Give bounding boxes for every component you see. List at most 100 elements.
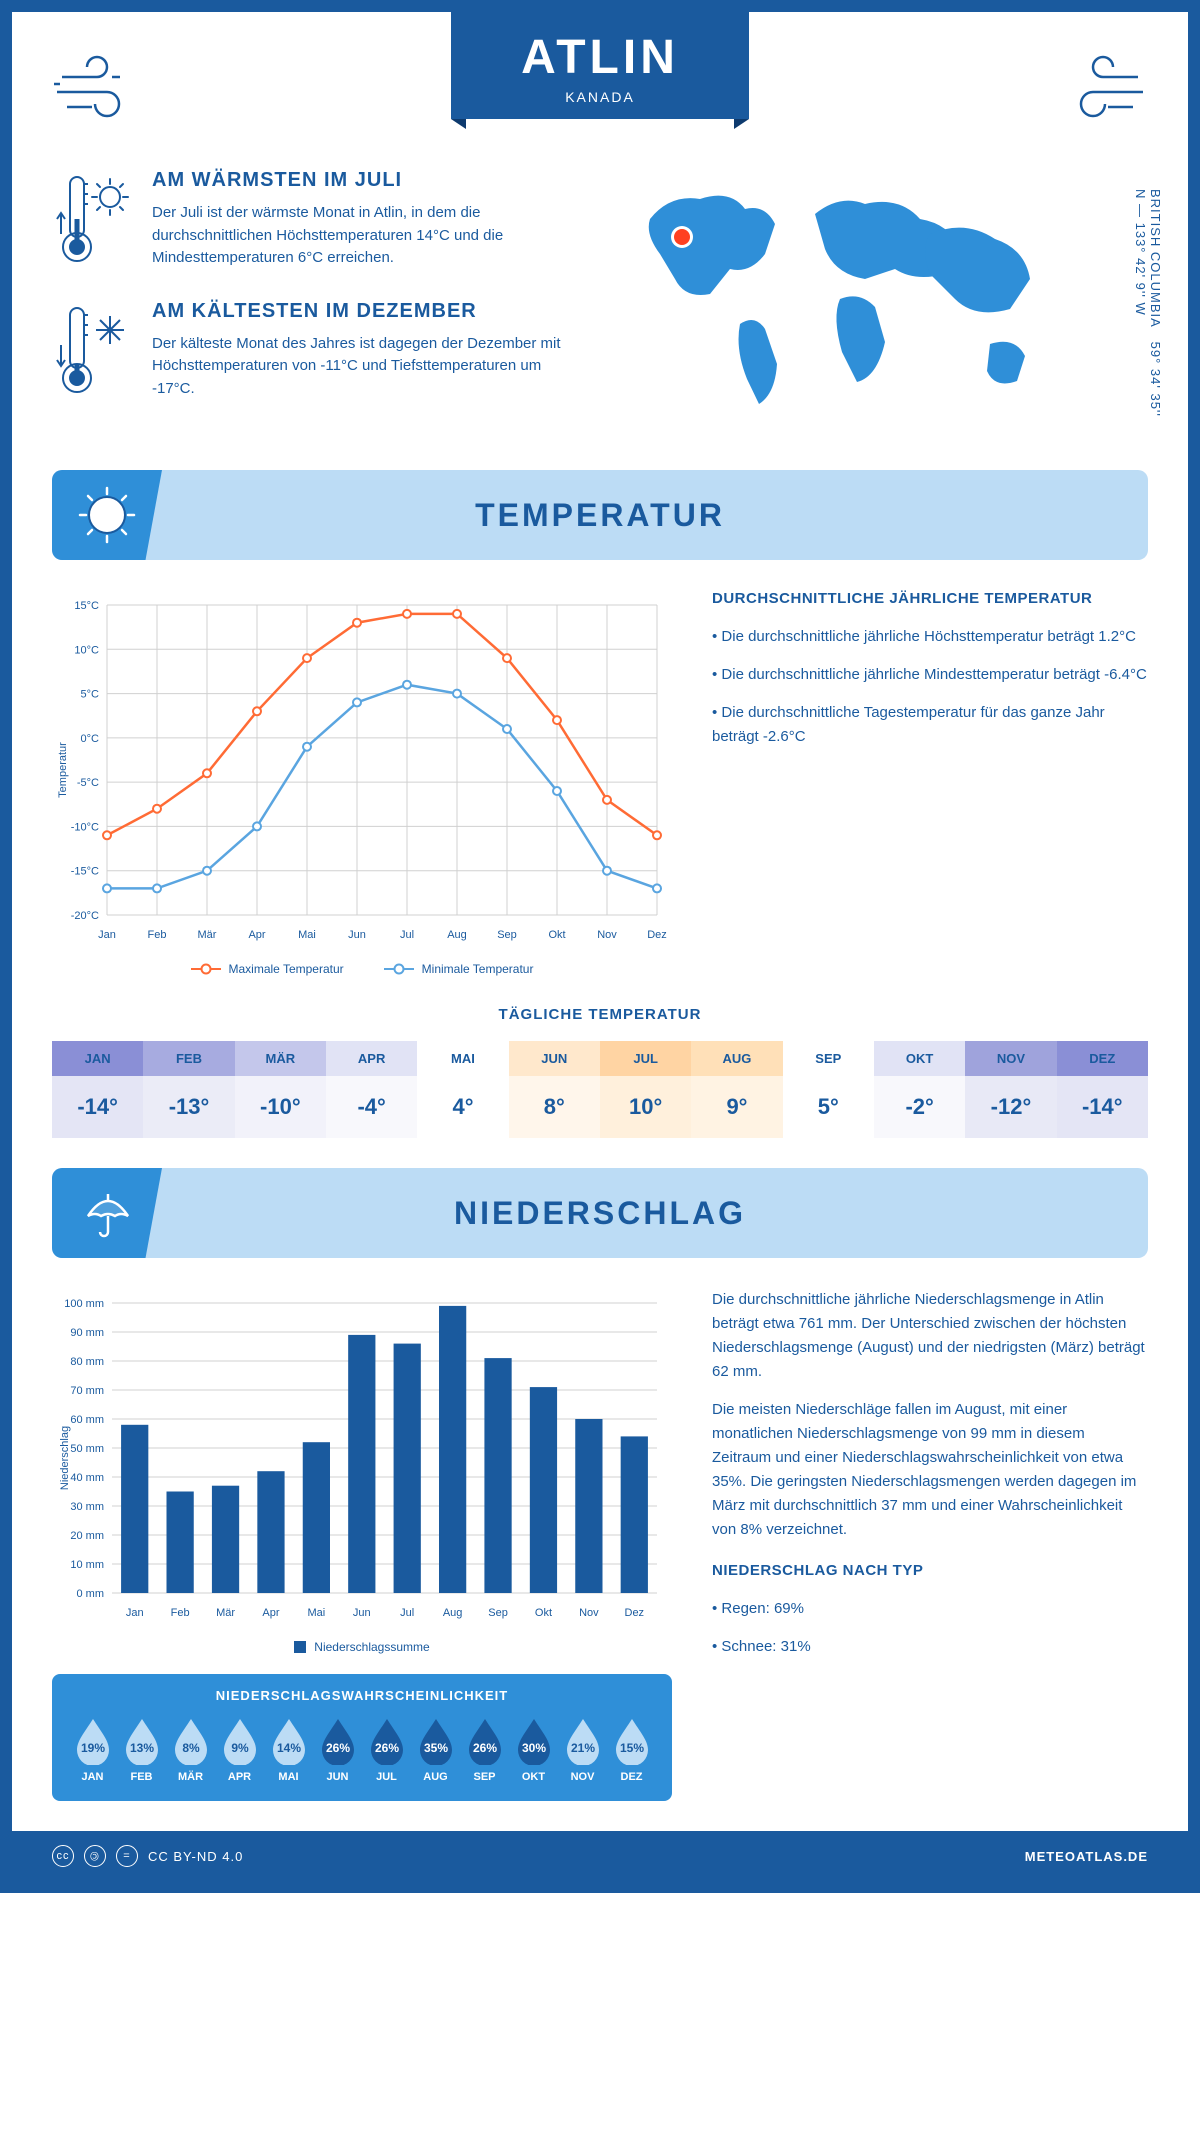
- temp-legend: Maximale Temperatur Minimale Temperatur: [52, 962, 672, 976]
- svg-text:Jan: Jan: [98, 929, 116, 941]
- svg-text:60 mm: 60 mm: [70, 1414, 104, 1426]
- drop-item: 26%SEP: [462, 1715, 507, 1783]
- svg-text:8%: 8%: [182, 1741, 200, 1755]
- svg-text:30%: 30%: [521, 1741, 545, 1755]
- sun-icon: [77, 485, 137, 545]
- daily-temp-table: JAN-14°FEB-13°MÄR-10°APR-4°MAI4°JUN8°JUL…: [52, 1041, 1148, 1138]
- svg-text:-15°C: -15°C: [71, 866, 99, 878]
- precip-p1: Die durchschnittliche jährliche Niedersc…: [712, 1288, 1148, 1384]
- avg-temp-heading: DURCHSCHNITTLICHE JÄHRLICHE TEMPERATUR: [712, 590, 1148, 607]
- svg-text:70 mm: 70 mm: [70, 1385, 104, 1397]
- precip-type-heading: NIEDERSCHLAG NACH TYP: [712, 1562, 1148, 1579]
- svg-text:Mai: Mai: [308, 1607, 326, 1619]
- svg-text:13%: 13%: [129, 1741, 153, 1755]
- coldest-block: AM KÄLTESTEN IM DEZEMBER Der kälteste Mo…: [52, 300, 580, 401]
- svg-text:0°C: 0°C: [81, 733, 100, 745]
- svg-text:Dez: Dez: [647, 929, 667, 941]
- svg-text:Jun: Jun: [348, 929, 366, 941]
- svg-text:19%: 19%: [80, 1741, 104, 1755]
- thermometer-sun-icon: [52, 169, 132, 269]
- daily-temp-title: TÄGLICHE TEMPERATUR: [52, 1006, 1148, 1023]
- svg-text:Jul: Jul: [400, 929, 414, 941]
- svg-text:0 mm: 0 mm: [77, 1588, 105, 1600]
- drop-item: 26%JUN: [315, 1715, 360, 1783]
- svg-text:5°C: 5°C: [81, 689, 100, 701]
- drop-item: 35%AUG: [413, 1715, 458, 1783]
- coldest-title: AM KÄLTESTEN IM DEZEMBER: [152, 300, 580, 323]
- site-name: METEOATLAS.DE: [1025, 1849, 1148, 1864]
- svg-text:Apr: Apr: [248, 929, 265, 941]
- svg-text:-10°C: -10°C: [71, 821, 99, 833]
- city-name: ATLIN: [521, 30, 679, 85]
- svg-text:21%: 21%: [570, 1741, 594, 1755]
- precip-p2: Die meisten Niederschläge fallen im Augu…: [712, 1398, 1148, 1542]
- temp-section-header: TEMPERATUR: [52, 470, 1148, 560]
- coldest-text: Der kälteste Monat des Jahres ist dagege…: [152, 333, 580, 401]
- svg-text:Sep: Sep: [497, 929, 517, 941]
- svg-text:15%: 15%: [619, 1741, 643, 1755]
- avg-temp-b3: • Die durchschnittliche Tagestemperatur …: [712, 701, 1148, 749]
- temp-cell: FEB-13°: [143, 1041, 234, 1138]
- drop-item: 15%DEZ: [609, 1715, 654, 1783]
- svg-text:40 mm: 40 mm: [70, 1472, 104, 1484]
- temp-cell: APR-4°: [326, 1041, 417, 1138]
- svg-text:Dez: Dez: [625, 1607, 645, 1619]
- svg-text:-20°C: -20°C: [71, 910, 99, 922]
- temp-cell: JUL10°: [600, 1041, 691, 1138]
- svg-text:Nov: Nov: [579, 1607, 599, 1619]
- svg-text:10 mm: 10 mm: [70, 1559, 104, 1571]
- drop-item: 8%MÄR: [168, 1715, 213, 1783]
- wind-icon: [1048, 52, 1148, 122]
- temp-cell: SEP5°: [783, 1041, 874, 1138]
- svg-text:Jul: Jul: [400, 1607, 414, 1619]
- precip-b1: • Regen: 69%: [712, 1597, 1148, 1621]
- warmest-title: AM WÄRMSTEN IM JULI: [152, 169, 580, 192]
- svg-text:Jun: Jun: [353, 1607, 371, 1619]
- temp-cell: AUG9°: [691, 1041, 782, 1138]
- drop-item: 13%FEB: [119, 1715, 164, 1783]
- avg-temp-b2: • Die durchschnittliche jährliche Mindes…: [712, 663, 1148, 687]
- temp-section-title: TEMPERATUR: [475, 497, 725, 534]
- country-name: KANADA: [521, 89, 679, 105]
- drop-item: 30%OKT: [511, 1715, 556, 1783]
- nd-icon: =: [116, 1845, 138, 1867]
- umbrella-icon: [80, 1186, 135, 1241]
- svg-text:Apr: Apr: [262, 1607, 279, 1619]
- svg-text:15°C: 15°C: [74, 600, 99, 612]
- temp-cell: JAN-14°: [52, 1041, 143, 1138]
- svg-text:100 mm: 100 mm: [64, 1298, 104, 1310]
- svg-text:26%: 26%: [374, 1741, 398, 1755]
- warmest-block: AM WÄRMSTEN IM JULI Der Juli ist der wär…: [52, 169, 580, 270]
- temp-cell: MÄR-10°: [235, 1041, 326, 1138]
- svg-text:26%: 26%: [472, 1741, 496, 1755]
- svg-text:Aug: Aug: [443, 1607, 463, 1619]
- svg-text:10°C: 10°C: [74, 644, 99, 656]
- svg-text:35%: 35%: [423, 1741, 447, 1755]
- svg-text:Sep: Sep: [488, 1607, 508, 1619]
- svg-text:90 mm: 90 mm: [70, 1327, 104, 1339]
- svg-text:Mär: Mär: [216, 1607, 235, 1619]
- precip-b2: • Schnee: 31%: [712, 1635, 1148, 1659]
- svg-text:80 mm: 80 mm: [70, 1356, 104, 1368]
- drop-item: 21%NOV: [560, 1715, 605, 1783]
- precip-section-header: NIEDERSCHLAG: [52, 1168, 1148, 1258]
- svg-text:Aug: Aug: [447, 929, 467, 941]
- by-icon: 🄯: [84, 1845, 106, 1867]
- thermometer-snow-icon: [52, 300, 132, 400]
- precip-probability-panel: NIEDERSCHLAGSWAHRSCHEINLICHKEIT 19%JAN13…: [52, 1674, 672, 1801]
- warmest-text: Der Juli ist der wärmste Monat in Atlin,…: [152, 202, 580, 270]
- world-map-icon: [620, 169, 1080, 429]
- precip-prob-title: NIEDERSCHLAGSWAHRSCHEINLICHKEIT: [70, 1688, 654, 1703]
- license-text: CC BY-ND 4.0: [148, 1849, 243, 1864]
- footer: cc 🄯 = CC BY-ND 4.0 METEOATLAS.DE: [12, 1831, 1188, 1881]
- precip-legend: Niederschlagssumme: [52, 1640, 672, 1654]
- precip-section-title: NIEDERSCHLAG: [454, 1195, 746, 1232]
- svg-text:Jan: Jan: [126, 1607, 144, 1619]
- drop-item: 26%JUL: [364, 1715, 409, 1783]
- coordinates: BRITISH COLUMBIA 59° 34' 35'' N — 133° 4…: [1133, 189, 1163, 430]
- svg-text:30 mm: 30 mm: [70, 1501, 104, 1513]
- svg-text:Mai: Mai: [298, 929, 316, 941]
- svg-text:Okt: Okt: [548, 929, 565, 941]
- drop-item: 9%APR: [217, 1715, 262, 1783]
- page: ATLIN KANADA AM WÄRMSTEN IM JULI Der Jul…: [0, 0, 1200, 1893]
